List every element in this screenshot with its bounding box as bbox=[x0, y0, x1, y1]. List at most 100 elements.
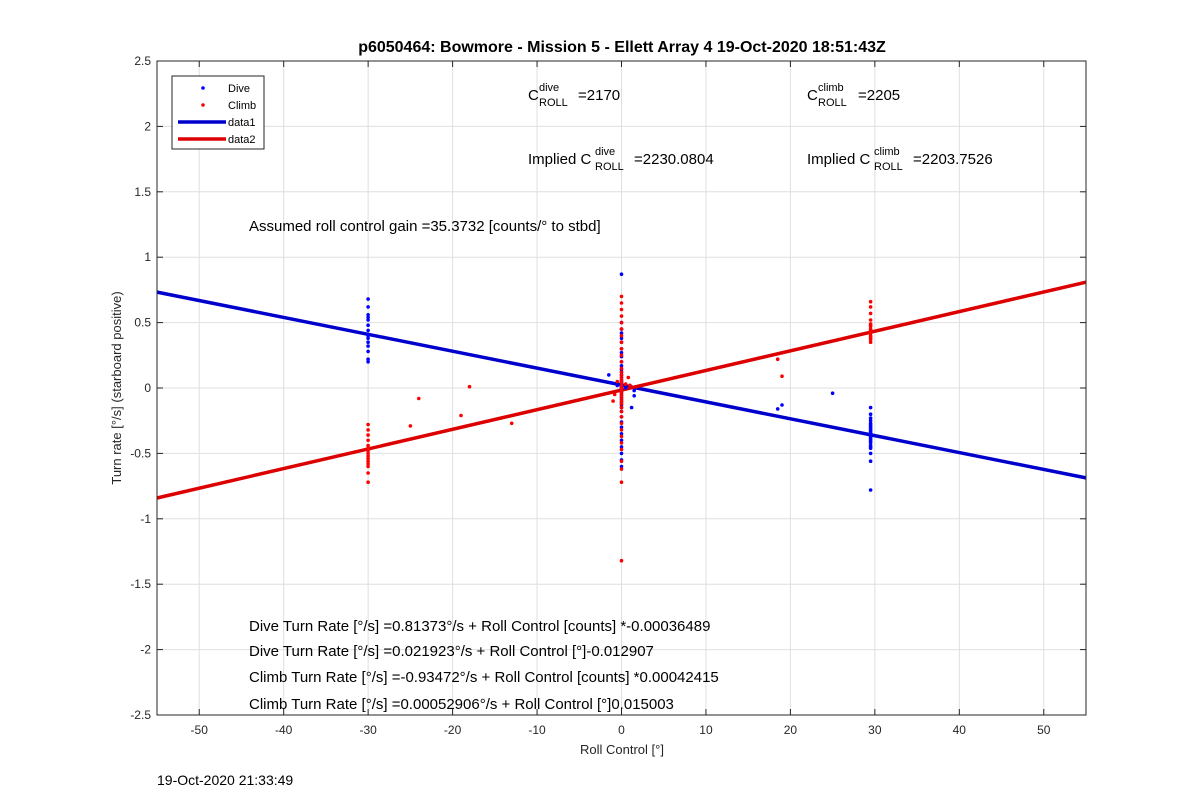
data-point-dive bbox=[632, 388, 636, 393]
data-point-climb bbox=[619, 421, 624, 426]
data-point-climb bbox=[619, 405, 624, 410]
data-point-dive bbox=[868, 412, 873, 417]
y-tick-label: -1.5 bbox=[130, 577, 151, 591]
x-axis-label: Roll Control [°] bbox=[580, 742, 664, 757]
data-point-climb bbox=[619, 340, 624, 345]
data-point-dive bbox=[619, 364, 624, 368]
data-point-climb bbox=[509, 421, 514, 426]
data-point-dive bbox=[619, 331, 624, 335]
annotation-fit-line-4: Climb Turn Rate [°/s] =0.00052906°/s + R… bbox=[249, 696, 674, 713]
data-point-dive bbox=[868, 439, 873, 444]
annotation-implied-dive-sup: dive bbox=[595, 146, 615, 158]
annotation-c-climb-value: =2205 bbox=[858, 87, 900, 104]
data-point-climb bbox=[619, 409, 624, 414]
annotation-implied-climb: Implied C climb ROLL =2203.7526 bbox=[807, 146, 993, 173]
y-tick-label: 0 bbox=[144, 381, 151, 395]
data-point-climb bbox=[366, 464, 370, 469]
data-point-dive bbox=[619, 336, 624, 341]
data-point-dive bbox=[623, 386, 628, 390]
data-point-climb bbox=[619, 370, 624, 375]
annotation-implied-dive-value: =2230.0804 bbox=[634, 151, 714, 168]
data-point-dive bbox=[868, 418, 873, 423]
data-point-climb bbox=[615, 379, 620, 384]
annotation-c-climb: C climb ROLL =2205 bbox=[807, 82, 900, 109]
annotation-c-dive-sup: dive bbox=[539, 82, 559, 94]
data-point-dive bbox=[868, 426, 873, 431]
data-point-climb bbox=[619, 467, 624, 471]
data-point-dive bbox=[366, 357, 370, 362]
axis-ticks: -50 -40 -30 -20 -10 0 10 20 30 40 50-2.5-2-1.5-1-0… bbox=[130, 54, 1086, 737]
data-point-climb bbox=[619, 333, 624, 338]
data-point-dive bbox=[868, 421, 873, 426]
legend: Dive Climb data1 data2 bbox=[171, 75, 265, 150]
data-point-climb bbox=[619, 396, 624, 401]
data-point-climb bbox=[366, 449, 370, 453]
data-point-dive bbox=[868, 459, 873, 464]
legend-label-climb: Climb bbox=[228, 100, 256, 112]
data-point-climb bbox=[868, 340, 873, 345]
annotation-c-climb-prefix: C bbox=[807, 87, 818, 104]
data-point-climb bbox=[619, 459, 624, 464]
data-point-climb bbox=[366, 433, 370, 437]
legend-label-data2: data2 bbox=[228, 134, 256, 146]
x-tick-label: -50 bbox=[191, 723, 209, 737]
data-point-dive bbox=[868, 424, 873, 428]
data-point-dive bbox=[366, 328, 370, 333]
legend-swatch-climb bbox=[201, 103, 205, 107]
data-point-climb bbox=[868, 299, 873, 304]
data-point-dive bbox=[775, 407, 780, 411]
data-point-dive bbox=[609, 381, 614, 385]
data-point-climb bbox=[619, 353, 624, 358]
data-point-dive bbox=[619, 464, 624, 469]
data-point-dive bbox=[868, 437, 873, 441]
x-tick-label: -30 bbox=[359, 723, 377, 737]
x-tick-label: -10 bbox=[528, 723, 546, 737]
y-tick-label: 0.5 bbox=[134, 316, 151, 330]
annotation-implied-dive: Implied C dive ROLL =2230.0804 bbox=[528, 146, 714, 173]
data-point-dive bbox=[619, 425, 624, 430]
data-point-climb bbox=[366, 471, 370, 475]
annotation-implied-dive-prefix: Implied C bbox=[528, 151, 592, 168]
data-point-climb bbox=[619, 301, 624, 305]
data-point-climb bbox=[366, 438, 370, 443]
data-point-climb bbox=[366, 454, 370, 458]
data-point-dive bbox=[366, 360, 370, 364]
data-point-dive bbox=[619, 451, 624, 456]
data-point-climb bbox=[417, 396, 421, 401]
data-point-dive bbox=[629, 405, 634, 410]
data-point-climb bbox=[619, 366, 624, 371]
data-point-dive bbox=[830, 391, 835, 396]
data-point-climb bbox=[619, 386, 624, 390]
data-point-climb bbox=[868, 323, 873, 328]
annotation-fit-line-1: Dive Turn Rate [°/s] =0.81373°/s + Roll … bbox=[249, 618, 710, 635]
data-point-dive bbox=[366, 305, 370, 309]
data-point-climb bbox=[366, 480, 370, 485]
data-point-climb bbox=[619, 447, 624, 452]
data-point-climb bbox=[619, 441, 624, 445]
data-point-dive bbox=[619, 272, 624, 277]
annotation-c-climb-sub: ROLL bbox=[818, 97, 847, 109]
data-point-climb bbox=[623, 382, 628, 386]
data-point-dive bbox=[868, 432, 873, 436]
x-tick-label: 0 bbox=[618, 723, 625, 737]
data-point-dive bbox=[632, 394, 636, 398]
data-point-dive bbox=[366, 313, 370, 317]
annotation-implied-climb-sub: ROLL bbox=[874, 161, 903, 173]
data-point-climb bbox=[611, 399, 615, 403]
x-tick-label: -40 bbox=[275, 723, 293, 737]
data-point-climb bbox=[619, 394, 624, 398]
data-point-climb bbox=[619, 347, 624, 351]
data-point-climb bbox=[366, 422, 370, 427]
legend-label-data1: data1 bbox=[228, 117, 256, 129]
annotation-fit-line-3: Climb Turn Rate [°/s] =-0.93472°/s + Rol… bbox=[249, 669, 719, 686]
data-point-climb bbox=[366, 462, 370, 466]
data-point-climb bbox=[619, 373, 624, 377]
data-point-dive bbox=[868, 434, 873, 439]
annotation-implied-climb-prefix: Implied C bbox=[807, 151, 871, 168]
data-point-dive bbox=[366, 297, 370, 301]
data-point-dive bbox=[366, 315, 370, 320]
annotation-implied-dive-sub: ROLL bbox=[595, 161, 624, 173]
annotation-implied-climb-sup: climb bbox=[874, 146, 900, 158]
data-point-climb bbox=[366, 459, 370, 464]
data-point-climb bbox=[366, 443, 370, 448]
